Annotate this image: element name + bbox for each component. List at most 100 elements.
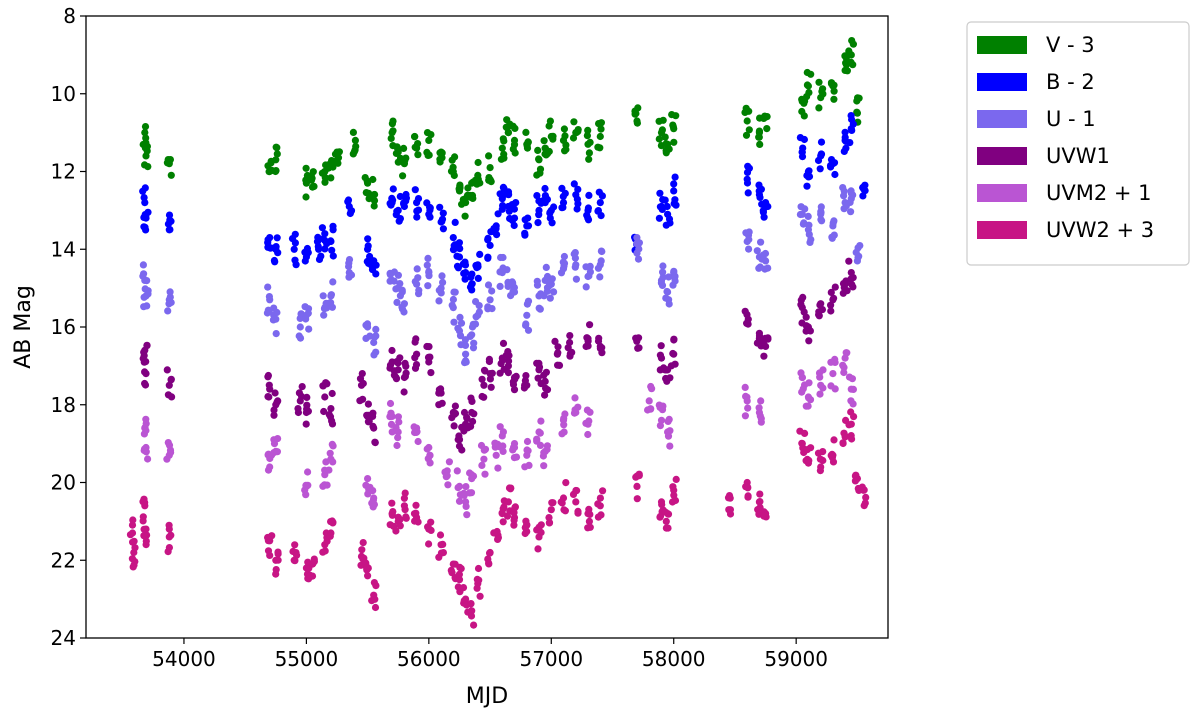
data-point — [814, 449, 823, 457]
data-point — [310, 557, 318, 566]
data-point — [594, 264, 603, 272]
data-point — [329, 252, 337, 260]
data-point — [541, 184, 549, 193]
x-axis: 54000 55000 56000 57000 58000 59000 — [152, 638, 828, 671]
data-point — [830, 81, 838, 89]
data-point — [841, 128, 849, 136]
data-point — [816, 301, 824, 309]
data-point — [585, 191, 593, 199]
data-point — [664, 524, 672, 532]
data-point — [457, 319, 466, 327]
data-point — [263, 309, 271, 317]
data-point — [841, 433, 849, 441]
data-point — [393, 441, 401, 450]
data-point — [393, 143, 401, 151]
data-point — [273, 150, 281, 158]
data-point — [264, 533, 272, 542]
data-point — [584, 204, 593, 212]
data-point — [437, 289, 445, 297]
data-point — [140, 532, 148, 540]
data-point — [550, 203, 558, 211]
x-axis-label: MJD — [466, 684, 508, 709]
data-point — [561, 410, 569, 418]
data-point — [807, 235, 815, 244]
y-tick-label: 14 — [51, 237, 76, 261]
data-point — [363, 411, 371, 419]
data-point — [803, 81, 812, 89]
data-point — [163, 366, 171, 374]
data-point — [504, 369, 512, 377]
data-point — [635, 344, 643, 352]
data-point — [468, 191, 477, 200]
data-point — [671, 496, 680, 505]
data-point — [496, 423, 504, 431]
data-point — [558, 204, 566, 212]
data-point — [828, 450, 836, 458]
data-point — [291, 541, 299, 549]
data-point — [829, 370, 837, 378]
data-point — [272, 143, 280, 151]
data-point — [358, 546, 366, 554]
data-point — [139, 517, 147, 525]
data-point — [364, 235, 372, 243]
x-tick-label: 57000 — [519, 647, 583, 671]
data-point — [510, 516, 518, 524]
data-point — [438, 154, 446, 162]
data-point — [648, 385, 656, 393]
data-point — [830, 87, 838, 95]
data-point — [478, 461, 486, 469]
data-point — [849, 385, 858, 393]
data-point — [327, 174, 335, 182]
series-4 — [140, 349, 858, 519]
data-point — [388, 346, 396, 355]
data-point — [291, 557, 299, 565]
data-point — [469, 417, 477, 426]
data-point — [334, 159, 342, 167]
data-point — [539, 197, 548, 205]
data-point — [372, 325, 380, 333]
data-point — [597, 511, 605, 519]
data-point — [745, 126, 753, 134]
data-point — [371, 438, 379, 446]
legend-label: UVW2 + 3 — [1046, 218, 1154, 242]
data-point — [761, 265, 769, 273]
legend-label: UVM2 + 1 — [1046, 181, 1152, 205]
data-point — [572, 275, 581, 283]
data-point — [466, 332, 474, 340]
data-point — [523, 311, 531, 319]
data-point — [663, 366, 671, 374]
data-point — [454, 583, 462, 591]
y-tick-label: 16 — [51, 315, 76, 339]
data-point — [435, 553, 443, 561]
data-point — [427, 369, 435, 377]
data-point — [533, 437, 541, 445]
data-point — [805, 337, 813, 345]
data-point — [655, 117, 663, 125]
data-point — [848, 375, 857, 383]
data-point — [546, 117, 555, 125]
data-point — [140, 525, 148, 533]
data-point — [415, 286, 423, 294]
data-point — [392, 149, 400, 157]
data-point — [411, 186, 419, 194]
data-point — [359, 379, 367, 388]
data-point — [164, 307, 172, 315]
data-point — [596, 273, 604, 281]
data-point — [848, 435, 856, 443]
data-point — [496, 268, 504, 276]
data-point — [304, 309, 312, 317]
data-point — [296, 323, 304, 331]
data-point — [485, 152, 493, 160]
data-point — [551, 337, 559, 345]
data-point — [140, 358, 148, 366]
data-point — [386, 399, 395, 408]
data-point — [414, 151, 422, 159]
data-point — [456, 332, 465, 340]
data-point — [724, 494, 733, 502]
data-point — [370, 202, 378, 210]
data-point — [296, 314, 304, 322]
data-point — [574, 126, 582, 134]
data-point — [319, 235, 327, 243]
data-point — [305, 325, 313, 333]
